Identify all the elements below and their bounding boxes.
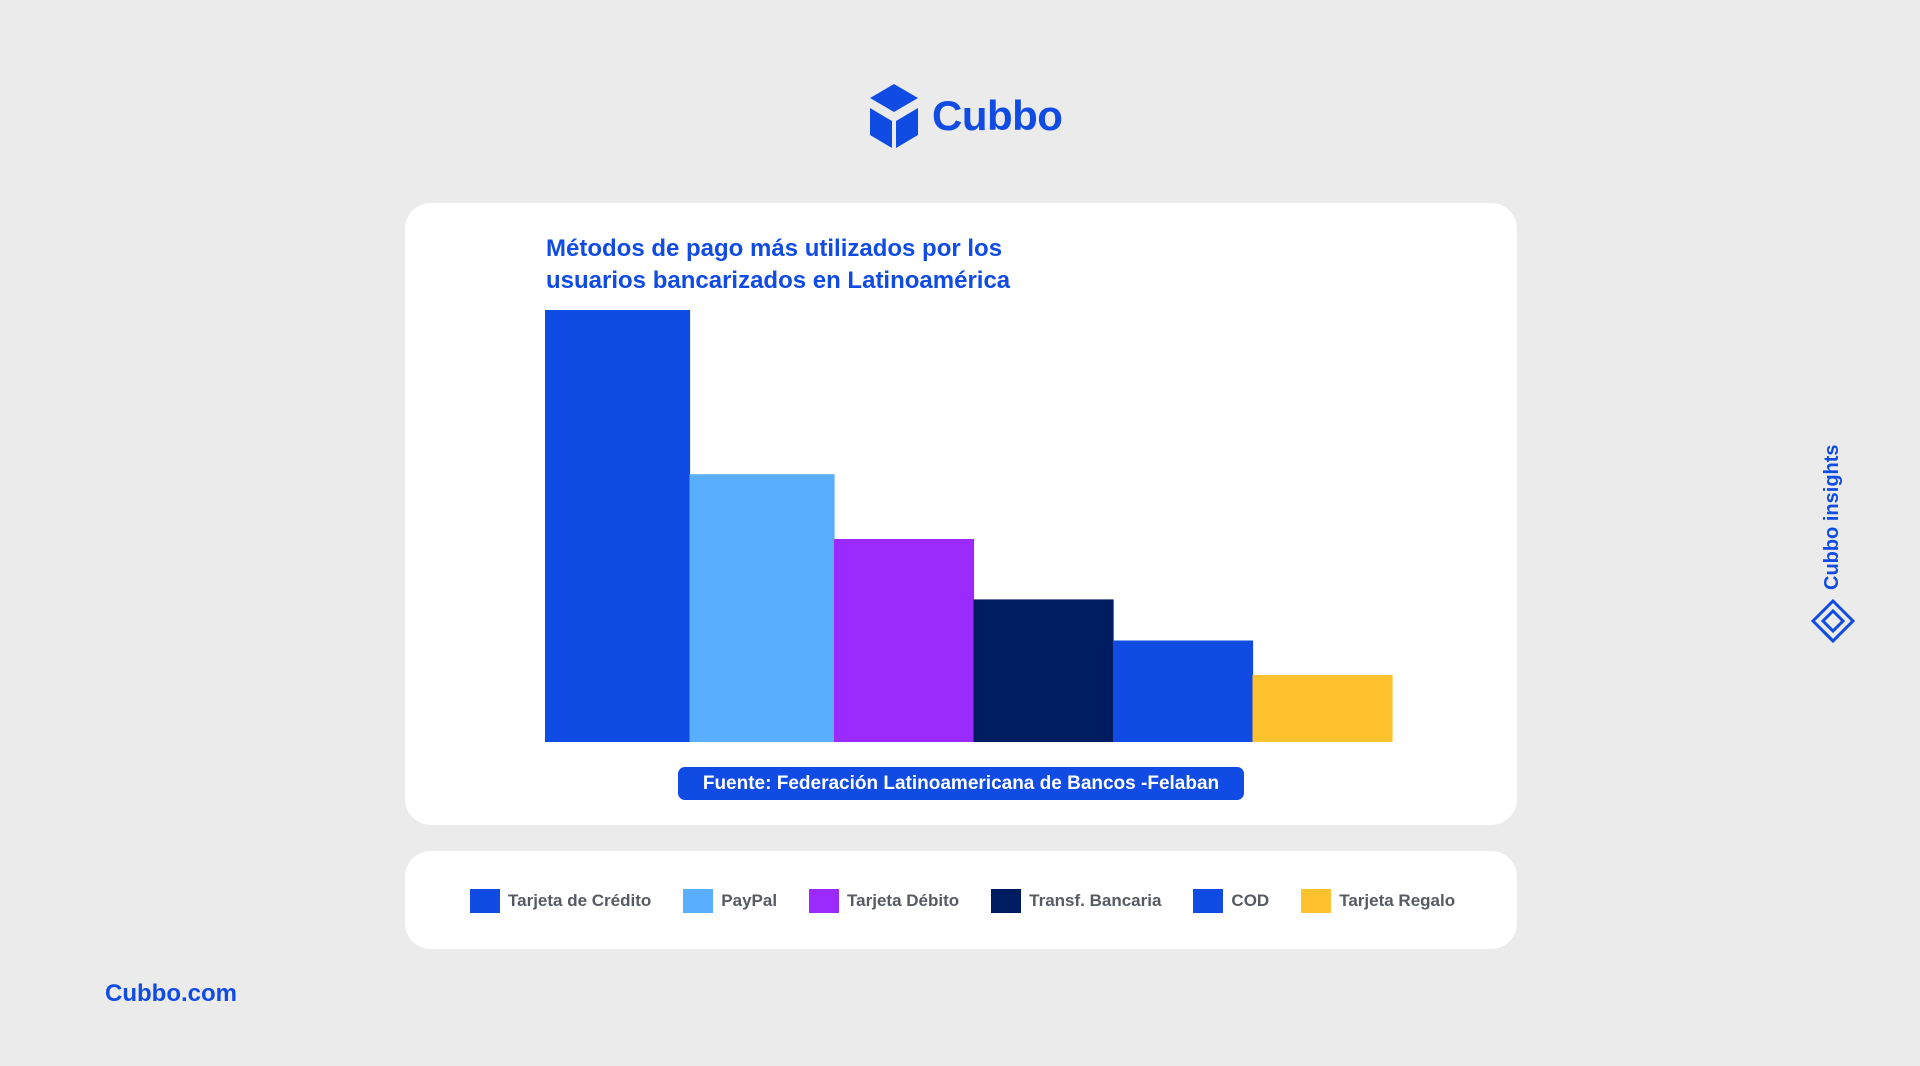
chart-legend: Tarjeta de Crédito PayPal Tarjeta Débito Tr… [470,889,1455,913]
bar-transf-bancaria [973,599,1114,742]
cube-logo-icon [870,84,918,148]
legend-item: Tarjeta Regalo [1301,889,1455,913]
legend-label: COD [1231,891,1270,910]
chart-title-line-2: usuarios bancarizados en Latinoamérica [546,267,1011,294]
legend-item: COD [1193,889,1269,913]
legend-label: PayPal [721,891,778,910]
bar-cod [1113,640,1254,742]
legend-swatch [470,889,500,913]
legend-item: Transf. Bancaria [991,889,1161,913]
chart-title: Métodos de pago más utilizados por los u… [546,233,1106,297]
legend-swatch [991,889,1022,913]
legend-label: Transf. Bancaria [1029,891,1162,910]
side-brand: Cubbo insights [1808,430,1858,652]
chart-card: Métodos de pago más utilizados por los u… [405,203,1517,825]
legend-label: Tarjeta de Crédito [508,891,652,910]
side-label: Cubbo insights [1821,444,1843,590]
bar-tarjeta-d-bito [834,539,975,742]
chart-title-line-1: Métodos de pago más utilizados por los [546,235,1003,262]
bar-chart [545,310,1393,742]
source-badge: Fuente: Federación Latinoamericana de Ba… [678,767,1244,800]
legend-swatch [1301,889,1332,913]
legend-card: Tarjeta de Crédito PayPal Tarjeta Débito Tr… [405,851,1517,949]
bar-tarjeta-regalo [1252,675,1393,742]
legend-item: PayPal [683,889,777,913]
legend-item: Tarjeta Débito [809,889,959,913]
legend-label: Tarjeta Débito [847,891,960,910]
legend-item: Tarjeta de Crédito [470,889,651,913]
cubbo-logo: Cubbo [868,82,1063,150]
bar-paypal [689,474,835,742]
legend-swatch [683,889,714,913]
legend-swatch [1193,889,1224,913]
website-link[interactable]: Cubbo.com [105,980,237,1007]
bar-tarjeta-de-cr-dito [545,310,691,742]
legend-swatch [809,889,840,913]
logo-text: Cubbo [932,92,1063,139]
insights-diamond-icon [1810,598,1856,644]
legend-label: Tarjeta Regalo [1339,891,1456,910]
